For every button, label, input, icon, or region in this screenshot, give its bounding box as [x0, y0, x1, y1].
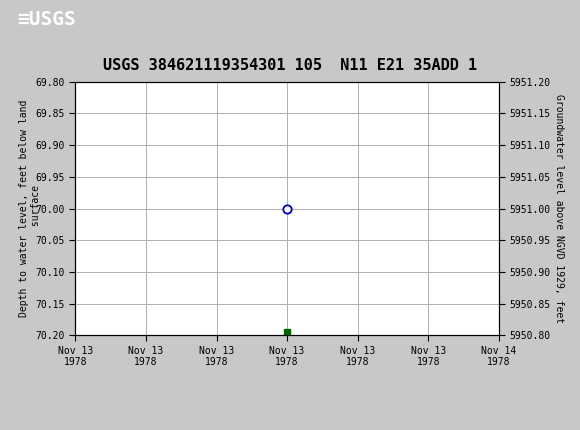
Y-axis label: Groundwater level above NGVD 1929, feet: Groundwater level above NGVD 1929, feet	[554, 94, 564, 323]
Text: USGS 384621119354301 105  N11 E21 35ADD 1: USGS 384621119354301 105 N11 E21 35ADD 1	[103, 58, 477, 73]
Text: ≡USGS: ≡USGS	[17, 10, 76, 29]
Y-axis label: Depth to water level, feet below land
 surface: Depth to water level, feet below land su…	[19, 100, 41, 317]
